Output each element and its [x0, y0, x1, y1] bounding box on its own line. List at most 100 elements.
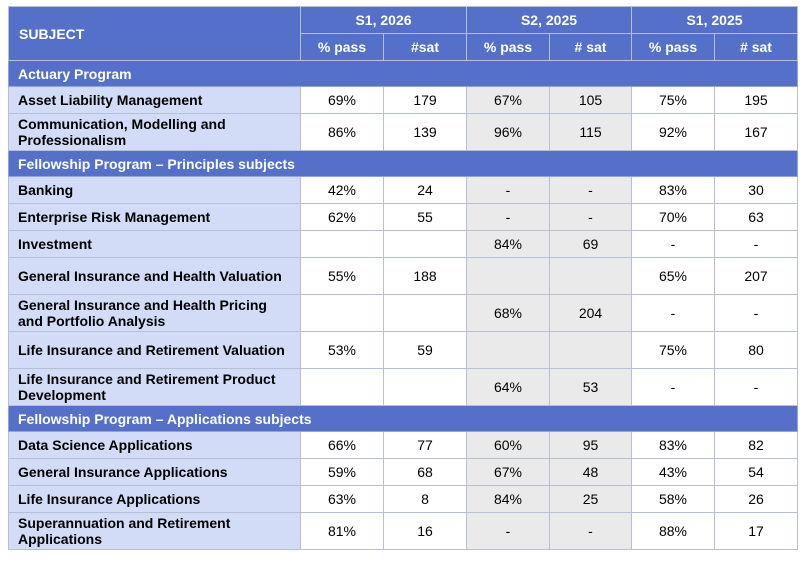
pass-rate-cell: 84%	[466, 230, 550, 258]
subject-name: Asset Liability Management	[8, 86, 301, 114]
sat-count-cell: -	[549, 512, 632, 550]
pass-rate-cell: 42%	[300, 176, 384, 204]
pass-rate-cell: -	[631, 230, 715, 258]
subject-name: Investment	[8, 230, 301, 258]
section-header: Fellowship Program – Principles subjects	[8, 150, 798, 177]
pass-rate-cell: 81%	[300, 512, 384, 550]
pass-rate-cell: 75%	[631, 331, 715, 369]
pass-rate-cell: 69%	[300, 86, 384, 114]
sat-count-cell: 207	[714, 257, 798, 295]
sat-count-cell: 54	[714, 458, 798, 486]
sat-count-cell: 53	[549, 368, 632, 406]
sat-count-header: # sat	[549, 33, 632, 61]
pass-rate-cell: -	[631, 368, 715, 406]
sat-count-cell: 26	[714, 485, 798, 513]
table-row: Investment 84% 69 - -	[8, 230, 798, 258]
sat-count-cell: 115	[549, 113, 632, 151]
table-row: General Insurance and Health Pricing and…	[8, 294, 798, 332]
pass-rate-cell: 58%	[631, 485, 715, 513]
pass-rate-cell: 86%	[300, 113, 384, 151]
subject-name: Life Insurance and Retirement Valuation	[8, 331, 301, 369]
pass-rate-cell: 67%	[466, 458, 550, 486]
pass-rate-cell: 83%	[631, 431, 715, 459]
pass-rate-cell: -	[466, 512, 550, 550]
pass-rate-cell: 68%	[466, 294, 550, 332]
pass-rate-cell: 65%	[631, 257, 715, 295]
pass-rate-cell: 53%	[300, 331, 384, 369]
pass-rate-cell: 63%	[300, 485, 384, 513]
pass-rate-cell: 92%	[631, 113, 715, 151]
sat-count-cell: -	[714, 294, 798, 332]
sat-count-cell: -	[714, 368, 798, 406]
subject-name: General Insurance and Health Valuation	[8, 257, 301, 295]
pass-rate-cell	[466, 331, 550, 369]
pass-rate-cell: 96%	[466, 113, 550, 151]
pass-rate-cell: 60%	[466, 431, 550, 459]
sat-count-cell: 16	[383, 512, 467, 550]
pass-rate-cell: 59%	[300, 458, 384, 486]
pass-rate-cell: 84%	[466, 485, 550, 513]
sat-count-cell	[383, 368, 467, 406]
sat-count-cell: 105	[549, 86, 632, 114]
pass-rate-cell	[300, 230, 384, 258]
sat-count-cell: -	[549, 176, 632, 204]
sat-count-cell: 188	[383, 257, 467, 295]
subject-name: Data Science Applications	[8, 431, 301, 459]
table-row: Banking 42% 24 - - 83% 30	[8, 176, 798, 204]
table-row: Life Insurance and Retirement Valuation …	[8, 331, 798, 369]
subject-name: Superannuation and Retirement Applicatio…	[8, 512, 301, 550]
sat-count-cell: 25	[549, 485, 632, 513]
subject-name: General Insurance and Health Pricing and…	[8, 294, 301, 332]
sat-count-cell: 80	[714, 331, 798, 369]
sat-count-cell: 82	[714, 431, 798, 459]
sat-count-cell: 8	[383, 485, 467, 513]
subject-name: Banking	[8, 176, 301, 204]
pass-rate-cell: 43%	[631, 458, 715, 486]
sat-count-cell	[549, 331, 632, 369]
sat-count-cell: 17	[714, 512, 798, 550]
sat-count-cell	[549, 257, 632, 295]
sat-count-cell: 68	[383, 458, 467, 486]
pass-rate-cell: 55%	[300, 257, 384, 295]
sat-count-cell: -	[714, 230, 798, 258]
sat-count-cell: 139	[383, 113, 467, 151]
subject-name: Life Insurance and Retirement Product De…	[8, 368, 301, 406]
table-row: Enterprise Risk Management 62% 55 - - 70…	[8, 203, 798, 231]
sat-count-header: #sat	[383, 33, 467, 61]
sat-count-cell: 77	[383, 431, 467, 459]
pass-rate-cell: 67%	[466, 86, 550, 114]
sat-count-cell: 30	[714, 176, 798, 204]
sat-count-cell	[383, 230, 467, 258]
results-table-container: SUBJECT S1, 2026 S2, 2025 S1, 2025 % pas…	[8, 6, 798, 550]
exam-results-table: SUBJECT S1, 2026 S2, 2025 S1, 2025 % pas…	[8, 6, 798, 550]
sat-count-cell: -	[549, 203, 632, 231]
sat-count-cell: 59	[383, 331, 467, 369]
sat-count-cell: 69	[549, 230, 632, 258]
table-row: Asset Liability Management 69% 179 67% 1…	[8, 86, 798, 114]
subject-name: Life Insurance Applications	[8, 485, 301, 513]
pass-rate-cell	[300, 294, 384, 332]
period-header: S1, 2026	[300, 6, 467, 34]
sat-count-cell: 95	[549, 431, 632, 459]
sat-count-cell: 63	[714, 203, 798, 231]
sat-count-cell: 24	[383, 176, 467, 204]
table-row: General Insurance and Health Valuation 5…	[8, 257, 798, 295]
pass-rate-cell: 83%	[631, 176, 715, 204]
pass-rate-cell: -	[466, 176, 550, 204]
pass-rate-cell	[466, 257, 550, 295]
sat-count-cell: 195	[714, 86, 798, 114]
period-header: S2, 2025	[466, 6, 632, 34]
pass-rate-cell: 66%	[300, 431, 384, 459]
table-row: General Insurance Applications 59% 68 67…	[8, 458, 798, 486]
sat-count-cell: 55	[383, 203, 467, 231]
pass-rate-cell: 70%	[631, 203, 715, 231]
sat-count-cell: 48	[549, 458, 632, 486]
sat-count-header: # sat	[714, 33, 798, 61]
table-row: Life Insurance and Retirement Product De…	[8, 368, 798, 406]
table-row: Communication, Modelling and Professiona…	[8, 113, 798, 151]
period-header: S1, 2025	[631, 6, 798, 34]
pass-rate-cell: -	[631, 294, 715, 332]
table-row: Life Insurance Applications 63% 8 84% 25…	[8, 485, 798, 513]
table-row: Data Science Applications 66% 77 60% 95 …	[8, 431, 798, 459]
sat-count-cell: 167	[714, 113, 798, 151]
